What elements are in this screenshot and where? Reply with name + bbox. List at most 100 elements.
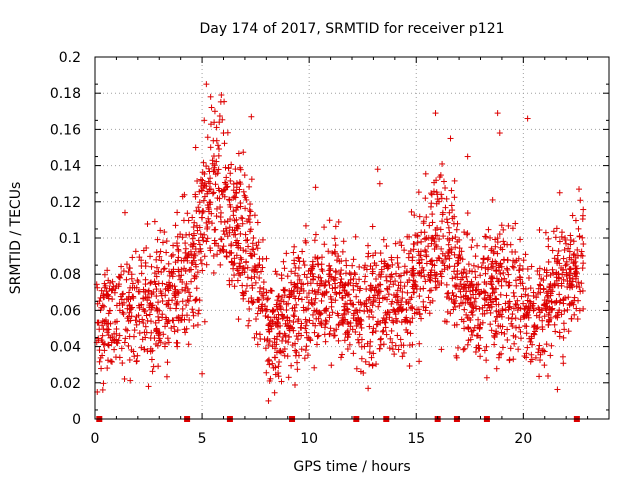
data-point [461, 266, 468, 273]
data-point [201, 318, 208, 325]
data-point [213, 240, 220, 247]
data-point [327, 293, 334, 300]
data-point [195, 310, 202, 317]
data-point [541, 348, 548, 355]
data-point [552, 313, 559, 320]
data-point [530, 292, 537, 299]
data-point [517, 280, 524, 287]
data-point [239, 220, 246, 227]
data-point [531, 323, 538, 330]
data-point [242, 231, 249, 238]
data-point [315, 274, 322, 281]
data-point [251, 251, 258, 258]
data-point [369, 329, 376, 336]
data-point [539, 347, 546, 354]
data-point [155, 268, 162, 275]
data-point [560, 267, 567, 274]
data-point [308, 296, 315, 303]
data-point [291, 243, 298, 250]
data-point [422, 307, 429, 314]
data-point [147, 253, 154, 260]
data-point [509, 225, 516, 232]
data-point [330, 332, 337, 339]
data-point [335, 322, 342, 329]
data-point [140, 319, 147, 326]
data-point [453, 352, 460, 359]
data-point [169, 297, 176, 304]
data-point [318, 254, 325, 261]
data-point [99, 386, 106, 393]
data-point [105, 277, 112, 284]
data-point [339, 284, 346, 291]
data-point [485, 264, 492, 271]
axis-ticks: 0 0.02 0.04 0.06 0.08 0.1 0.12 0.14 0.16 0.18 0.2 0… [50, 50, 609, 447]
data-point [394, 260, 401, 267]
data-point [380, 327, 387, 334]
data-point [353, 322, 360, 329]
data-point [398, 319, 405, 326]
data-point [240, 149, 247, 156]
data-point [321, 241, 328, 248]
data-point [201, 182, 208, 189]
data-point [338, 267, 345, 274]
data-point [510, 264, 517, 271]
data-point [465, 261, 472, 268]
data-point [240, 292, 247, 299]
data-point [232, 231, 239, 238]
data-point [416, 270, 423, 277]
data-point [538, 275, 545, 282]
data-point [190, 240, 197, 247]
data-point [232, 194, 239, 201]
data-point [228, 241, 235, 248]
data-point [349, 326, 356, 333]
data-point [314, 255, 321, 262]
data-point [494, 235, 501, 242]
data-point [440, 259, 447, 266]
data-point [393, 270, 400, 277]
data-point [214, 251, 221, 258]
data-point [179, 279, 186, 286]
data-point [256, 261, 263, 268]
data-point [439, 160, 446, 167]
data-point [246, 207, 253, 214]
data-point [179, 234, 186, 241]
data-point [468, 281, 475, 288]
data-point [509, 248, 516, 255]
data-point [572, 268, 579, 275]
data-point [163, 316, 170, 323]
data-point [164, 335, 171, 342]
data-point [301, 355, 308, 362]
data-point [453, 226, 460, 233]
data-point [173, 240, 180, 247]
data-point [352, 328, 359, 335]
data-point [109, 334, 116, 341]
data-point [416, 358, 423, 365]
data-point [244, 236, 251, 243]
data-point [108, 339, 115, 346]
data-point [193, 273, 200, 280]
data-point [571, 311, 578, 318]
data-point [204, 134, 211, 141]
data-point [521, 314, 528, 321]
data-point [353, 293, 360, 300]
data-point [159, 280, 166, 287]
data-point [244, 274, 251, 281]
data-point [284, 314, 291, 321]
data-point [263, 289, 270, 296]
data-point [363, 297, 370, 304]
data-point [520, 257, 527, 264]
data-point [414, 232, 421, 239]
data-point [481, 279, 488, 286]
data-point [519, 265, 526, 272]
data-point [155, 317, 162, 324]
data-point [188, 259, 195, 266]
x-axis-label: GPS time / hours [293, 459, 410, 475]
data-point [154, 236, 161, 243]
data-point [295, 264, 302, 271]
data-point [265, 322, 272, 329]
data-point [125, 342, 132, 349]
data-point [449, 289, 456, 296]
data-point [138, 257, 145, 264]
data-point [298, 285, 305, 292]
data-point [180, 217, 187, 224]
